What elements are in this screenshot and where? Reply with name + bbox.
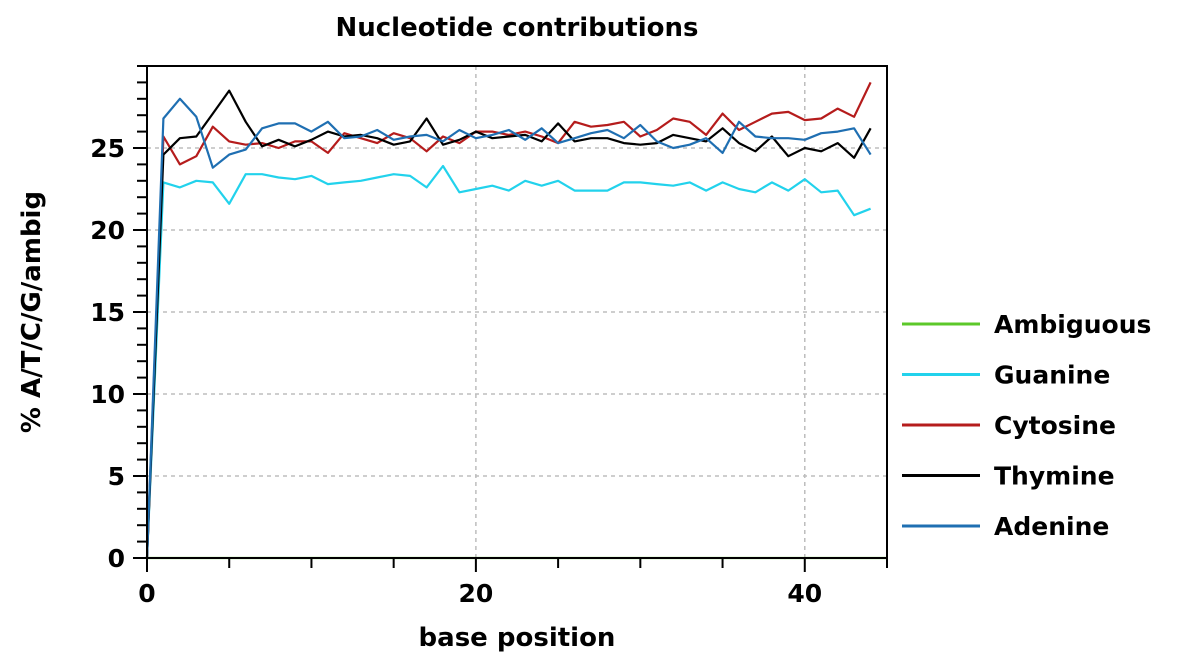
chart-title: Nucleotide contributions [336,13,699,43]
y-tick-label: 0 [108,544,125,573]
legend-label-guanine: Guanine [994,361,1110,390]
y-tick-label: 5 [108,462,125,491]
axis-ticks: 0 20 40 0 5 10 15 20 25 [90,65,888,608]
legend: Ambiguous Guanine Cytosine Thymine Adenine [902,310,1151,541]
x-tick-label: 0 [138,579,155,608]
legend-label-ambiguous: Ambiguous [994,310,1151,339]
y-tick-label: 10 [90,380,125,409]
x-tick-label: 40 [787,579,822,608]
x-tick-label: 20 [458,579,493,608]
y-tick-label: 25 [90,134,125,163]
y-axis-label: % A/T/C/G/ambig [17,191,47,433]
series-line-cytosine [145,81,872,559]
legend-label-cytosine: Cytosine [994,411,1116,440]
series-line-guanine [145,164,872,559]
y-tick-label: 15 [90,298,125,327]
grid [147,66,887,558]
series-line-thymine [145,89,872,559]
x-axis-label: base position [419,623,616,653]
legend-label-adenine: Adenine [994,512,1109,541]
y-tick-label: 20 [90,216,125,245]
series-line-adenine [145,97,872,559]
series-lines [145,81,887,560]
legend-label-thymine: Thymine [994,462,1115,491]
